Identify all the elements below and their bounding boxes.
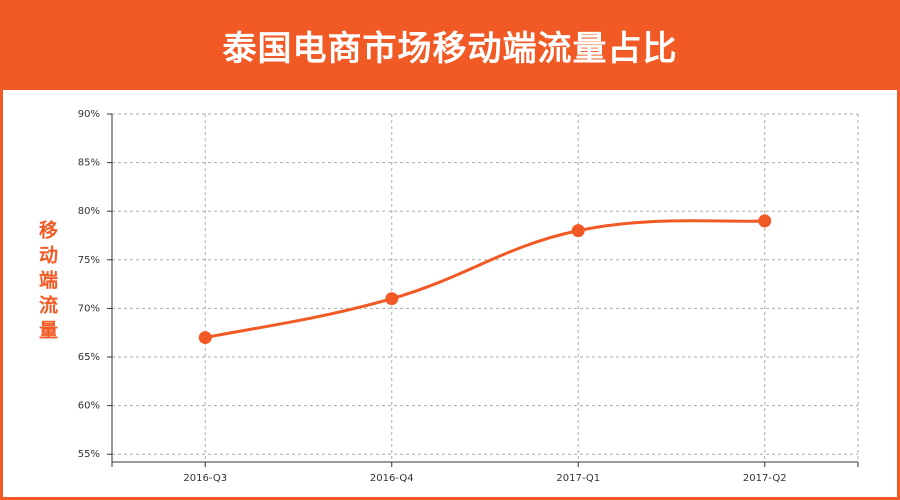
point bbox=[571, 224, 585, 238]
y-tick-label: 80% bbox=[78, 206, 100, 217]
y-tick-label: 90% bbox=[78, 109, 100, 120]
y-axis-label: 移动端流量 bbox=[36, 220, 58, 345]
x-tick-label: 2016-Q4 bbox=[370, 473, 414, 484]
y-tick-label: 65% bbox=[78, 352, 100, 363]
point bbox=[198, 331, 212, 345]
x-tick-label: 2017-Q1 bbox=[556, 473, 600, 484]
chart-title: 泰国电商市场移动端流量占比 bbox=[0, 0, 900, 90]
y-tick-label: 85% bbox=[78, 158, 100, 169]
y-tick-label: 60% bbox=[78, 401, 100, 412]
line bbox=[204, 219, 765, 340]
x-tick-label: 2016-Q3 bbox=[183, 473, 227, 484]
x-tick-label: 2017-Q2 bbox=[743, 473, 787, 484]
y-tick-label: 55% bbox=[78, 449, 100, 460]
y-tick-label: 75% bbox=[78, 255, 100, 266]
point bbox=[385, 292, 399, 306]
point bbox=[758, 214, 772, 228]
y-tick-label: 70% bbox=[78, 303, 100, 314]
